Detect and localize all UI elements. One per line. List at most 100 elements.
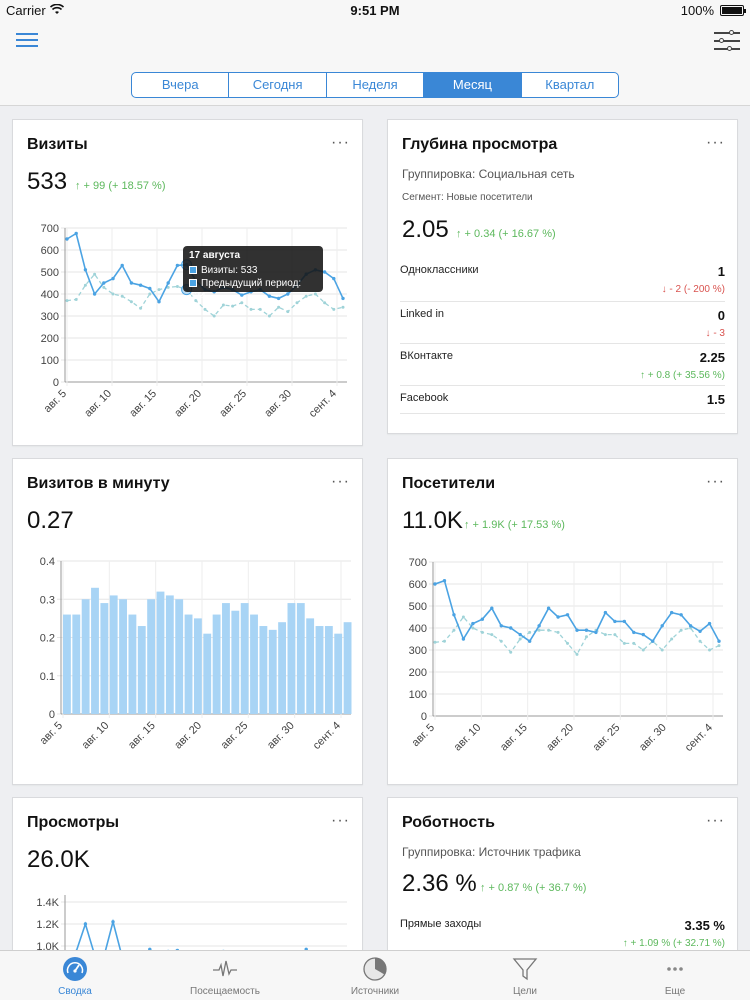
previous-point — [231, 304, 235, 308]
previous-point — [660, 648, 664, 652]
previous-point — [129, 300, 133, 304]
previous-period-line — [434, 615, 720, 656]
visitors-card[interactable]: Посетители ··· 11.0K ↑ + 1.9K (+ 17.53 %… — [387, 458, 738, 785]
list-item[interactable]: ВКонтакте 2.25 ↑ + 0.8 (+ 35.56 %) — [400, 344, 725, 386]
tab-label: Сводка — [58, 986, 92, 997]
x-tick-label: сент. 4 — [683, 722, 715, 754]
series-line — [434, 579, 720, 643]
data-point — [613, 619, 617, 624]
y-tick-label: 0 — [53, 377, 59, 389]
period-yesterday[interactable]: Вчера — [132, 73, 230, 97]
data-point — [267, 294, 272, 298]
row-value: 3.35 % — [684, 918, 725, 933]
bar — [268, 629, 277, 714]
card-title: Глубина просмотра — [402, 136, 558, 153]
previous-point — [295, 301, 299, 305]
grouping-label: Группировка: Социальная сеть — [402, 167, 575, 181]
per-minute-bar-chart[interactable]: 0 0.1 0.2 0.3 0.4 авг. 5 авг. 10 авг. 15 авг. 20… — [13, 553, 364, 783]
previous-point — [93, 272, 97, 276]
previous-point — [518, 637, 522, 641]
clock: 9:51 PM — [350, 3, 400, 18]
more-options-icon[interactable]: ··· — [706, 473, 725, 490]
data-point — [461, 637, 466, 641]
more-options-icon[interactable]: ··· — [331, 134, 350, 151]
previous-point — [212, 314, 216, 318]
data-point — [83, 922, 88, 926]
previous-point — [547, 628, 551, 632]
previous-point — [148, 292, 152, 296]
data-point — [632, 630, 636, 635]
x-tick-label: авг. 15 — [127, 388, 159, 420]
bar — [315, 626, 324, 714]
y-tick-label: 500 — [409, 601, 427, 613]
data-point — [584, 628, 589, 632]
data-point — [442, 579, 447, 583]
more-options-icon[interactable]: ··· — [706, 134, 725, 151]
previous-point — [304, 294, 308, 298]
y-tick-label: 100 — [41, 355, 59, 367]
y-tick-label: 300 — [41, 311, 59, 323]
row-delta: ↑ + 1.09 % (+ 32.71 %) — [622, 938, 725, 949]
hamburger-menu-icon[interactable] — [16, 32, 38, 48]
period-today[interactable]: Сегодня — [229, 73, 327, 97]
x-tick-label: сент. 4 — [311, 720, 343, 752]
data-point — [499, 624, 503, 628]
segment-label: Сегмент: Новые посетители — [402, 192, 533, 203]
x-tick-label: авг. 5 — [410, 722, 437, 749]
more-options-icon[interactable]: ··· — [331, 812, 350, 829]
bar — [222, 603, 230, 714]
previous-point — [698, 639, 702, 643]
previous-point — [65, 299, 69, 303]
list-item[interactable]: Linked in 0 ↓ - 3 — [400, 302, 725, 344]
bar — [156, 591, 165, 714]
row-delta: ↑ + 0.8 (+ 35.56 %) — [639, 370, 725, 381]
y-tick-label: 600 — [409, 579, 427, 591]
data-point — [641, 632, 645, 637]
visits-delta: ↑ + 99 (+ 18.57 %) — [75, 180, 166, 192]
list-item[interactable]: Одноклассники 1 ↓ - 2 (- 200 %) — [400, 258, 725, 302]
battery-percent: 100% — [680, 3, 714, 18]
period-month[interactable]: Месяц — [424, 73, 522, 97]
visitors-line-chart[interactable]: 0 100 200 300 400 500 600 700 авг. 5 авг. 10 авг. … — [388, 553, 739, 783]
pie-icon — [363, 957, 387, 981]
tab-summary[interactable]: Сводка — [0, 951, 150, 1000]
list-item[interactable]: Facebook 1.5 — [400, 386, 725, 414]
tab-more[interactable]: Еще — [600, 951, 750, 1000]
data-point — [120, 263, 124, 268]
list-item[interactable]: Прямые заходы 3.35 % ↑ + 1.09 % (+ 32.71… — [400, 912, 725, 958]
data-point — [322, 270, 327, 274]
bar — [184, 614, 193, 714]
data-point — [717, 639, 721, 643]
previous-point — [102, 285, 106, 289]
data-point — [518, 632, 522, 637]
previous-point — [509, 650, 513, 654]
previous-point — [111, 292, 115, 296]
previous-point — [556, 630, 560, 634]
depth-card[interactable]: Глубина просмотра ··· Группировка: Социа… — [387, 119, 738, 434]
data-point — [480, 617, 485, 621]
per-minute-value: 0.27 — [27, 507, 74, 534]
visits-line-chart[interactable]: 0 100 200 300 400 500 600 700 авг. 5 авг. 10 авг. … — [13, 214, 364, 444]
y-tick-label: 400 — [409, 623, 427, 635]
more-options-icon[interactable]: ··· — [331, 473, 350, 490]
tab-traffic[interactable]: Посещаемость — [150, 951, 300, 1000]
period-week[interactable]: Неделя — [327, 73, 425, 97]
bar — [91, 587, 99, 714]
robots-card[interactable]: Роботность ··· Группировка: Источник тра… — [387, 797, 738, 967]
period-quarter[interactable]: Квартал — [545, 77, 595, 92]
filter-settings-icon[interactable] — [714, 29, 740, 52]
previous-point — [717, 644, 721, 648]
y-tick-label: 600 — [41, 245, 59, 257]
visits-per-minute-card[interactable]: Визитов в минуту ··· 0.27 0 0.1 0.2 0.3 0.4 а… — [12, 458, 363, 785]
previous-point — [139, 306, 143, 310]
more-options-icon[interactable]: ··· — [706, 812, 725, 829]
tab-goals[interactable]: Цели — [450, 951, 600, 1000]
carrier-label: Carrier — [6, 3, 46, 18]
x-tick-label: авг. 20 — [172, 720, 204, 752]
card-title: Роботность — [402, 814, 495, 831]
pageviews-card[interactable]: Просмотры ··· 26.0K 1.4K 1.2K 1.0K — [12, 797, 363, 967]
tab-sources[interactable]: Источники — [300, 951, 450, 1000]
previous-point — [258, 307, 262, 311]
data-point — [111, 276, 115, 281]
tab-label: Цели — [512, 986, 538, 997]
